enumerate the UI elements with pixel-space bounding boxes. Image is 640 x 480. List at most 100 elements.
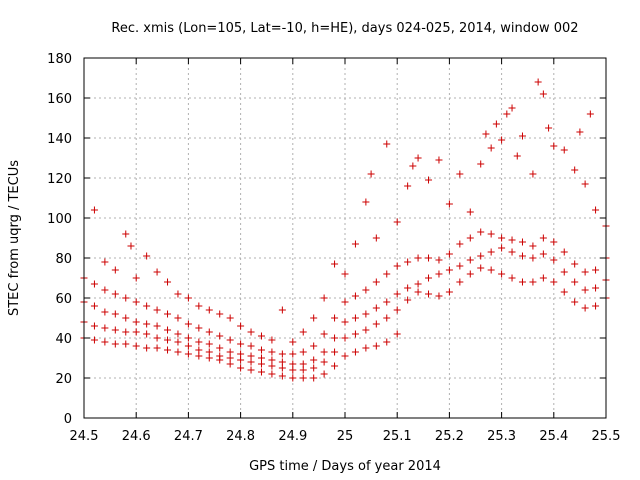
data-point bbox=[414, 254, 422, 262]
data-point bbox=[132, 318, 140, 326]
data-point bbox=[393, 218, 401, 226]
data-points bbox=[80, 78, 610, 382]
data-point bbox=[435, 292, 443, 300]
data-point bbox=[237, 364, 245, 372]
data-point bbox=[529, 170, 537, 178]
data-point bbox=[372, 304, 380, 312]
data-point bbox=[257, 360, 265, 368]
data-point bbox=[90, 302, 98, 310]
data-point bbox=[529, 278, 537, 286]
data-point bbox=[498, 270, 506, 278]
data-point bbox=[477, 264, 485, 272]
data-point bbox=[383, 338, 391, 346]
data-point bbox=[184, 294, 192, 302]
data-point bbox=[414, 280, 422, 288]
data-point bbox=[529, 242, 537, 250]
axis-ticks: 24.5 24.6 24.7 24.8 24.9 25 25.1 25.2 25.3 25.4 25… bbox=[47, 52, 620, 444]
data-point bbox=[257, 368, 265, 376]
data-point bbox=[534, 78, 542, 86]
data-point bbox=[445, 200, 453, 208]
data-point bbox=[111, 340, 119, 348]
y-tick-label: 40 bbox=[55, 332, 72, 347]
data-point bbox=[257, 332, 265, 340]
data-point bbox=[289, 366, 297, 374]
data-point bbox=[383, 270, 391, 278]
data-point bbox=[404, 182, 412, 190]
data-point bbox=[132, 342, 140, 350]
data-point bbox=[111, 266, 119, 274]
x-tick-label: 25.4 bbox=[539, 429, 568, 444]
data-point bbox=[101, 324, 109, 332]
data-point bbox=[278, 306, 286, 314]
data-point bbox=[513, 152, 521, 160]
data-point bbox=[456, 262, 464, 270]
data-point bbox=[143, 320, 151, 328]
data-point bbox=[477, 160, 485, 168]
chart-title: Rec. xmis (Lon=105, Lat=-10, h=HE), days… bbox=[111, 21, 578, 36]
data-point bbox=[362, 344, 370, 352]
data-point bbox=[247, 328, 255, 336]
data-point bbox=[393, 306, 401, 314]
data-point bbox=[445, 266, 453, 274]
data-point bbox=[310, 374, 318, 382]
data-point bbox=[184, 334, 192, 342]
data-point bbox=[518, 278, 526, 286]
data-point bbox=[498, 234, 506, 242]
data-point bbox=[545, 124, 553, 132]
data-point bbox=[101, 286, 109, 294]
data-point bbox=[331, 314, 339, 322]
data-point bbox=[143, 252, 151, 260]
data-point bbox=[153, 306, 161, 314]
data-point bbox=[435, 156, 443, 164]
data-point bbox=[101, 258, 109, 266]
data-point bbox=[174, 338, 182, 346]
data-point bbox=[299, 328, 307, 336]
data-point bbox=[90, 336, 98, 344]
data-point bbox=[425, 290, 433, 298]
data-point bbox=[456, 240, 464, 248]
data-point bbox=[435, 270, 443, 278]
data-point bbox=[111, 326, 119, 334]
data-point bbox=[351, 348, 359, 356]
data-point bbox=[383, 298, 391, 306]
data-point bbox=[310, 314, 318, 322]
data-point bbox=[153, 322, 161, 330]
data-point bbox=[550, 256, 558, 264]
data-point bbox=[560, 288, 568, 296]
y-tick-label: 120 bbox=[47, 172, 72, 187]
data-point bbox=[539, 274, 547, 282]
data-point bbox=[268, 336, 276, 344]
data-point bbox=[404, 258, 412, 266]
data-point bbox=[571, 166, 579, 174]
data-point bbox=[226, 348, 234, 356]
data-point bbox=[237, 350, 245, 358]
data-point bbox=[331, 334, 339, 342]
data-point bbox=[143, 330, 151, 338]
data-point bbox=[503, 110, 511, 118]
data-point bbox=[362, 286, 370, 294]
data-point bbox=[341, 270, 349, 278]
data-point bbox=[539, 90, 547, 98]
data-point bbox=[372, 234, 380, 242]
data-point bbox=[299, 366, 307, 374]
data-point bbox=[320, 358, 328, 366]
data-point bbox=[367, 170, 375, 178]
data-point bbox=[498, 244, 506, 252]
data-point bbox=[487, 248, 495, 256]
data-point bbox=[216, 332, 224, 340]
data-point bbox=[132, 298, 140, 306]
x-tick-label: 25 bbox=[337, 429, 354, 444]
data-point bbox=[122, 328, 130, 336]
data-point bbox=[581, 180, 589, 188]
data-point bbox=[310, 364, 318, 372]
data-point bbox=[341, 298, 349, 306]
data-point bbox=[518, 132, 526, 140]
data-point bbox=[550, 238, 558, 246]
data-point bbox=[550, 278, 558, 286]
y-tick-label: 80 bbox=[55, 252, 72, 267]
data-point bbox=[237, 340, 245, 348]
data-point bbox=[153, 344, 161, 352]
y-tick-label: 180 bbox=[47, 52, 72, 67]
data-point bbox=[174, 348, 182, 356]
data-point bbox=[445, 250, 453, 258]
